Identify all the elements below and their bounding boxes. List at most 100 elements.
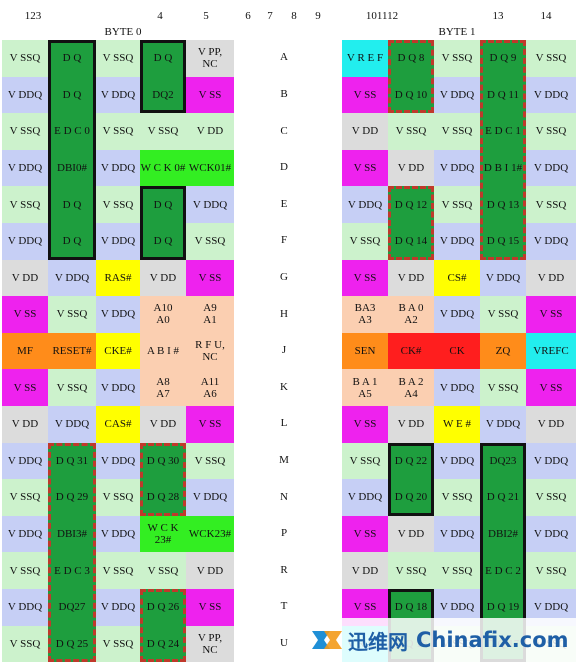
left-pin-rE-c1: V SSQ <box>2 186 48 223</box>
row-label-E: E <box>280 197 288 210</box>
left-pin-rG-c2: V DDQ <box>48 259 96 297</box>
left-pin-rA-c3: V SSQ <box>96 40 140 77</box>
left-pin-rK-c3: V DDQ <box>96 369 140 406</box>
row-label-N: N <box>280 490 288 503</box>
left-pin-rL-c2: V DDQ <box>48 406 96 443</box>
left-pin-rF-c1: V DDQ <box>2 223 48 260</box>
col-number-13: 13 <box>492 10 504 22</box>
right-pin-rJ-c4: ZQ <box>480 332 526 370</box>
left-pin-rU-c1: V SSQ <box>2 625 48 662</box>
left-pin-rT-c2: DQ27 <box>48 589 96 626</box>
left-pin-rU-c5: V PP, NC <box>186 625 234 662</box>
left-pin-rN-c5: V DDQ <box>186 479 234 516</box>
row-label-C: C <box>280 124 288 137</box>
right-pin-rL-c2: V DD <box>388 406 434 443</box>
right-pin-rR-c5: V SSQ <box>526 552 576 589</box>
watermark-cn: 迅维网 <box>348 629 408 654</box>
left-pin-rL-c5: V SS <box>186 406 234 443</box>
row-label-F: F <box>280 234 288 247</box>
right-pin-rD-c3: V DDQ <box>434 149 480 187</box>
right-pin-rE-c4: D Q 13 <box>480 186 526 223</box>
left-pin-rD-c3: V DDQ <box>96 149 140 187</box>
byte1-label: BYTE 1 <box>438 26 476 38</box>
right-pin-rC-c4: E D C 1 <box>480 113 526 150</box>
col-number-5: 5 <box>203 10 209 22</box>
left-pin-rU-c3: V SSQ <box>96 625 140 662</box>
right-pin-rC-c3: V SSQ <box>434 113 480 150</box>
right-pin-rP-c5: V DDQ <box>526 515 576 553</box>
left-pin-rB-c1: V DDQ <box>2 76 48 114</box>
right-pin-rN-c3: V SSQ <box>434 479 480 516</box>
right-pin-rD-c1: V SS <box>342 149 388 187</box>
right-pin-rR-c2: V SSQ <box>388 552 434 589</box>
left-pin-rA-c2: D Q <box>48 40 96 77</box>
right-pin-rF-c3: V DDQ <box>434 223 480 260</box>
right-pin-rD-c5: V DDQ <box>526 149 576 187</box>
left-pin-rT-c3: V DDQ <box>96 589 140 626</box>
right-pin-rJ-c1: SEN <box>342 332 388 370</box>
left-pin-rR-c4: V SSQ <box>140 552 186 589</box>
left-pin-rK-c1: V SS <box>2 369 48 406</box>
right-pin-rA-c4: D Q 9 <box>480 40 526 77</box>
right-pin-rN-c2: D Q 20 <box>388 479 434 516</box>
right-pin-rJ-c2: CK# <box>388 332 434 370</box>
right-pin-rH-c1: BA3 A3 <box>342 296 388 333</box>
left-pin-rG-c1: V DD <box>2 259 48 297</box>
right-pin-rP-c1: V SS <box>342 515 388 553</box>
left-pin-rP-c4: W C K 23# <box>140 515 186 553</box>
left-pin-rB-c5: V SS <box>186 76 234 114</box>
right-pin-rM-c2: D Q 22 <box>388 442 434 480</box>
left-pin-rF-c4: D Q <box>140 223 186 260</box>
left-pin-rA-c1: V SSQ <box>2 40 48 77</box>
col-number-7: 7 <box>267 10 273 22</box>
left-pin-rG-c5: V SS <box>186 259 234 297</box>
left-pin-rJ-c1: MF <box>2 332 48 370</box>
row-label-H: H <box>280 307 288 320</box>
row-label-K: K <box>280 380 288 393</box>
right-pin-rN-c5: V SSQ <box>526 479 576 516</box>
right-pin-rE-c5: V SSQ <box>526 186 576 223</box>
left-pin-rK-c5: A11 A6 <box>186 369 234 406</box>
right-pin-rH-c5: V SS <box>526 296 576 333</box>
right-pin-rK-c1: B A 1 A5 <box>342 369 388 406</box>
row-label-D: D <box>280 161 288 174</box>
right-pin-rK-c5: V SS <box>526 369 576 406</box>
left-pin-rP-c1: V DDQ <box>2 515 48 553</box>
right-pin-rA-c1: V R E F <box>342 40 388 77</box>
col-number-6: 6 <box>245 10 251 22</box>
chinafix-logo-icon <box>310 623 344 657</box>
row-label-T: T <box>280 600 288 613</box>
right-pin-rJ-c5: VREFC <box>526 332 576 370</box>
left-pin-rH-c3: V DDQ <box>96 296 140 333</box>
col-number-1-3: 123 <box>24 10 42 22</box>
left-pin-rE-c5: V DDQ <box>186 186 234 223</box>
left-pin-rR-c3: V SSQ <box>96 552 140 589</box>
left-pin-rJ-c2: RESET# <box>48 332 96 370</box>
right-pin-rG-c2: V DD <box>388 259 434 297</box>
right-pin-rE-c2: D Q 12 <box>388 186 434 223</box>
left-pin-rH-c1: V SS <box>2 296 48 333</box>
row-label-U: U <box>280 636 288 649</box>
right-pin-rB-c3: V DDQ <box>434 76 480 114</box>
right-pin-rF-c1: V SSQ <box>342 223 388 260</box>
right-pin-rN-c4: D Q 21 <box>480 479 526 516</box>
right-pin-rP-c3: V DDQ <box>434 515 480 553</box>
left-pin-rC-c1: V SSQ <box>2 113 48 150</box>
left-pin-rU-c4: D Q 24 <box>140 625 186 662</box>
right-pin-rG-c1: V SS <box>342 259 388 297</box>
left-pin-rA-c5: V PP, NC <box>186 40 234 77</box>
left-pin-rJ-c4: A B I # <box>140 332 186 370</box>
left-pin-rT-c4: D Q 26 <box>140 589 186 626</box>
left-pin-rH-c4: A10 A0 <box>140 296 186 333</box>
left-pin-rL-c4: V DD <box>140 406 186 443</box>
right-pin-rC-c2: V SSQ <box>388 113 434 150</box>
right-pin-rK-c3: V DDQ <box>434 369 480 406</box>
right-pin-rB-c4: D Q 11 <box>480 76 526 114</box>
right-pin-rC-c1: V DD <box>342 113 388 150</box>
left-pin-rM-c4: D Q 30 <box>140 442 186 480</box>
col-number-4: 4 <box>157 10 163 22</box>
left-pin-rR-c5: V DD <box>186 552 234 589</box>
left-pin-rC-c5: V DD <box>186 113 234 150</box>
left-pin-rE-c2: D Q <box>48 186 96 223</box>
left-pin-rB-c2: D Q <box>48 76 96 114</box>
